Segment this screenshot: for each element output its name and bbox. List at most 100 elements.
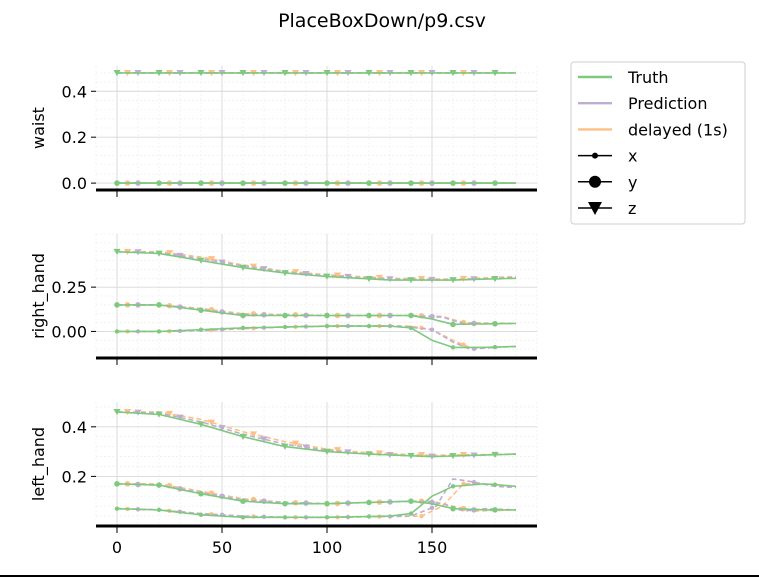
marker-x-truth xyxy=(324,323,330,329)
legend-marker xyxy=(588,202,602,215)
series-line-y-prediction xyxy=(116,483,517,512)
marker-z-truth xyxy=(155,411,163,418)
marker-z-truth xyxy=(449,453,457,460)
marker-z-delayeds xyxy=(417,452,426,459)
marker-z-truth xyxy=(323,448,331,455)
marker-x-delayeds xyxy=(419,513,424,519)
marker-y-truth xyxy=(408,498,414,505)
legend-item-z: z xyxy=(578,199,636,218)
marker-z-truth xyxy=(155,250,163,257)
marker-z-prediction xyxy=(302,444,310,451)
marker-x-truth xyxy=(114,506,120,511)
marker-x-truth xyxy=(156,329,162,334)
marker-z-truth xyxy=(491,275,499,283)
marker-y-truth xyxy=(450,505,456,512)
marker-y-truth xyxy=(366,499,372,506)
series-line-x-delayeds xyxy=(117,325,517,349)
marker-z-truth xyxy=(281,443,289,450)
marker-x-truth xyxy=(408,511,414,516)
x-tick-label: 0 xyxy=(112,538,122,557)
marker-z-truth xyxy=(113,70,121,77)
marker-y-truth xyxy=(324,500,330,507)
legend-item-truth: Truth xyxy=(578,68,669,87)
marker-x-truth xyxy=(240,515,246,520)
marker-z-truth xyxy=(407,452,415,459)
marker-y-truth xyxy=(450,321,456,328)
y-axis-label: left_hand xyxy=(29,427,49,501)
marker-x-truth xyxy=(450,484,456,489)
marker-z-truth xyxy=(449,277,457,284)
marker-x-truth xyxy=(492,482,498,487)
marker-y-truth xyxy=(492,180,498,186)
legend-marker xyxy=(592,152,598,159)
marker-y-truth xyxy=(114,481,120,487)
series-line-x-prediction xyxy=(117,325,517,350)
marker-z-truth xyxy=(281,270,289,277)
marker-z-delayeds xyxy=(207,419,216,426)
marker-y-truth xyxy=(114,180,120,186)
legend-item-y: y xyxy=(578,173,637,192)
marker-y-truth xyxy=(156,180,162,186)
y-tick-label: 0.2 xyxy=(62,467,87,486)
legend-label: delayed (1s) xyxy=(628,120,728,139)
legend-label: z xyxy=(628,199,636,218)
legend: Truth Prediction delayed (1s) xyz xyxy=(570,61,746,225)
marker-z-truth xyxy=(197,70,205,77)
marker-z-prediction xyxy=(218,259,226,266)
marker-z-delayeds xyxy=(375,450,384,457)
y-axis-label: waist xyxy=(29,107,48,149)
marker-z-truth xyxy=(239,70,247,77)
marker-z-delayeds xyxy=(333,447,342,454)
marker-x-truth xyxy=(240,325,246,331)
marker-z-truth xyxy=(365,451,373,458)
marker-z-truth xyxy=(155,70,163,77)
y-tick-label: 0.4 xyxy=(62,82,87,101)
marker-x-truth xyxy=(198,512,204,518)
marker-z-delayeds xyxy=(165,410,174,418)
marker-x-truth xyxy=(408,325,414,331)
y-tick-label: 0.25 xyxy=(51,278,87,297)
marker-z-delayeds xyxy=(333,272,342,279)
marker-x-truth xyxy=(324,515,330,520)
subplot-left_hand: 0.2 0.4 0 50 100 150 left_hand xyxy=(29,402,538,557)
marker-z-prediction xyxy=(260,436,268,443)
series-line-z-truth xyxy=(116,250,517,281)
marker-y-truth xyxy=(450,180,456,186)
marker-x-delayeds xyxy=(461,342,466,347)
marker-x-truth xyxy=(492,344,498,350)
marker-y-truth xyxy=(408,312,414,319)
marker-x-truth xyxy=(282,324,288,330)
marker-z-truth xyxy=(197,257,205,264)
marker-x-truth xyxy=(282,515,288,520)
marker-y-truth xyxy=(198,180,204,186)
legend-marker xyxy=(589,175,601,188)
marker-y-truth xyxy=(198,490,204,497)
legend-item-x: x xyxy=(578,147,637,166)
legend-frame xyxy=(570,61,746,225)
marker-y-truth xyxy=(240,498,246,505)
marker-x-truth xyxy=(366,514,372,519)
marker-z-truth xyxy=(113,409,121,416)
marker-z-truth xyxy=(323,273,331,280)
subplot-waist: 0.0 0.2 0.4 waist xyxy=(29,66,538,197)
series-line-z-prediction xyxy=(116,250,517,281)
marker-z-delayeds xyxy=(165,250,174,257)
series-line-y-truth xyxy=(116,483,516,511)
marker-y-truth xyxy=(324,312,330,319)
x-tick-label: 150 xyxy=(417,538,448,557)
marker-y-truth xyxy=(492,320,498,327)
series-line-z-truth xyxy=(116,411,517,458)
series-line-z-delayeds xyxy=(117,411,516,457)
marker-z-prediction xyxy=(176,414,184,421)
marker-x-truth xyxy=(198,327,204,332)
legend-label: y xyxy=(628,173,637,192)
legend-label: Truth xyxy=(627,68,669,87)
marker-y-truth xyxy=(156,302,162,308)
marker-z-truth xyxy=(239,433,247,440)
legend-label: Prediction xyxy=(628,94,707,113)
marker-y-truth xyxy=(198,307,204,313)
grid xyxy=(95,402,538,526)
x-tick-label: 100 xyxy=(312,538,343,557)
marker-y-truth xyxy=(366,180,372,186)
